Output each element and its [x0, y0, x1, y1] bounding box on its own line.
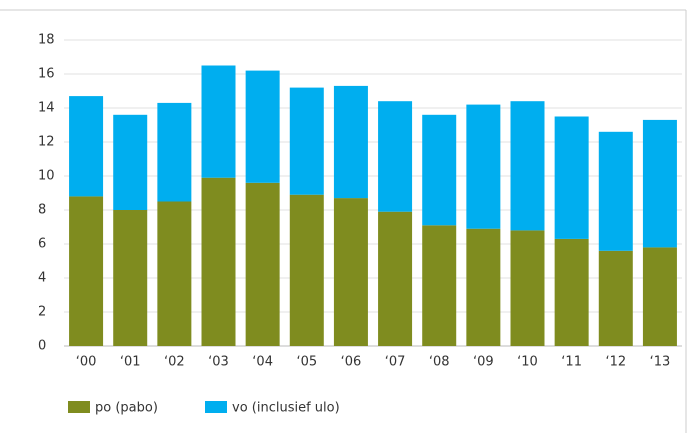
x-tick-label: ‘09 — [473, 355, 494, 370]
legend-label: po (pabo) — [95, 401, 158, 416]
y-tick-label: 18 — [38, 33, 55, 48]
bar-segment — [157, 201, 192, 346]
x-tick-label: ‘06 — [341, 355, 362, 370]
bar-segment — [554, 116, 589, 239]
legend-swatch — [205, 401, 227, 413]
legend-swatch — [68, 401, 90, 413]
bar-segment — [157, 102, 192, 202]
bar-segment — [422, 114, 457, 226]
y-tick-label: 8 — [38, 203, 46, 218]
x-tick-label: ‘02 — [164, 355, 185, 370]
bar-segment — [69, 196, 104, 346]
x-tick-label: ‘11 — [561, 355, 582, 370]
bar-segment — [466, 228, 501, 346]
x-tick-label: ‘07 — [385, 355, 406, 370]
bar-segment — [289, 87, 324, 195]
bar-segment — [69, 96, 104, 197]
bar-segment — [466, 104, 501, 229]
x-tick-label: ‘12 — [605, 355, 626, 370]
y-tick-label: 2 — [38, 305, 46, 320]
bar-segment — [642, 247, 677, 346]
y-tick-label: 14 — [38, 101, 55, 116]
y-tick-label: 4 — [38, 271, 46, 286]
bar-segment — [598, 250, 633, 346]
x-tick-label: ‘01 — [120, 355, 141, 370]
bar-segment — [201, 65, 236, 178]
y-tick-label: 16 — [38, 67, 55, 82]
x-tick-label: ‘04 — [252, 355, 273, 370]
bar-segment — [554, 238, 589, 346]
bar-segment — [113, 210, 148, 346]
bar-segment — [245, 70, 280, 183]
bar-segment — [333, 198, 368, 346]
bar-segment — [598, 131, 633, 251]
bar-segment — [510, 101, 545, 231]
y-tick-label: 0 — [38, 339, 46, 354]
bar-segment — [378, 211, 413, 346]
bar-segment — [378, 101, 413, 212]
x-tick-label: ‘00 — [76, 355, 97, 370]
bar-segment — [113, 114, 148, 210]
x-tick-label: ‘03 — [208, 355, 229, 370]
bar-segment — [510, 230, 545, 346]
x-tick-label: ‘05 — [296, 355, 317, 370]
bar-segment — [201, 177, 236, 346]
bar-segment — [245, 182, 280, 346]
bar-segment — [289, 194, 324, 346]
bar-segment — [642, 119, 677, 248]
x-tick-label: ‘10 — [517, 355, 538, 370]
y-tick-label: 12 — [38, 135, 55, 150]
x-tick-label: ‘13 — [650, 355, 671, 370]
legend-label: vo (inclusief ulo) — [232, 401, 340, 416]
bar-segment — [422, 225, 457, 346]
bar-segment — [333, 85, 368, 199]
x-tick-label: ‘08 — [429, 355, 450, 370]
y-tick-label: 10 — [38, 169, 55, 184]
y-tick-label: 6 — [38, 237, 46, 252]
